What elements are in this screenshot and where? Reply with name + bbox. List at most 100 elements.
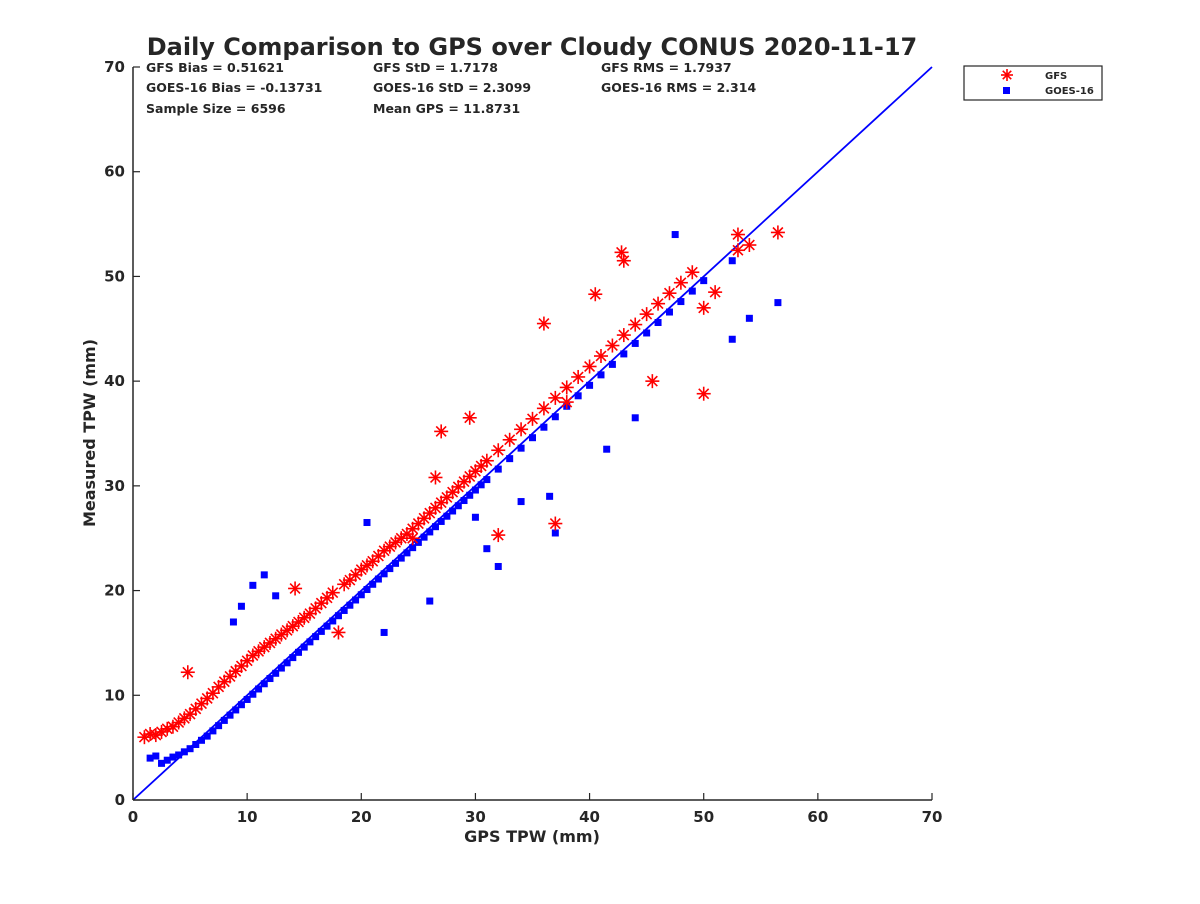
stat-gfs-rms: GFS RMS = 1.7937	[601, 60, 732, 75]
goes16-point	[192, 741, 200, 749]
y-tick-label: 20	[104, 582, 125, 600]
goes16-point	[409, 544, 417, 552]
gfs-point	[434, 424, 449, 439]
gfs-point	[502, 432, 517, 447]
gfs-point	[536, 401, 551, 416]
goes16-point	[266, 675, 274, 683]
x-tick-label: 20	[351, 808, 372, 826]
goes16-point	[443, 512, 451, 520]
gfs-point	[428, 470, 443, 485]
x-ticks: 0 10 20 30 40 50 60 70	[128, 793, 942, 826]
stat-mean-gps: Mean GPS = 11.8731	[373, 101, 520, 116]
x-tick-label: 0	[128, 808, 138, 826]
goes16-point	[237, 602, 245, 610]
goes16-point	[551, 413, 559, 421]
goes16-point	[397, 554, 405, 562]
goes16-point	[774, 299, 782, 307]
y-tick-label: 70	[104, 58, 125, 76]
goes16-point	[272, 669, 280, 677]
goes16-point	[631, 339, 639, 347]
goes16-point	[374, 575, 382, 583]
goes16-point	[237, 701, 245, 709]
gfs-point	[582, 359, 597, 374]
goes16-point	[608, 360, 616, 368]
goes16-point	[357, 591, 365, 599]
gfs-point	[514, 422, 529, 437]
goes16-point	[197, 736, 205, 744]
goes16-point	[728, 257, 736, 265]
gfs-point	[405, 531, 420, 546]
gfs-point	[593, 349, 608, 364]
stat-goes-bias: GOES-16 Bias = -0.13731	[146, 80, 322, 95]
goes16-point	[363, 519, 371, 527]
gfs-point	[479, 453, 494, 468]
legend: GFS GOES-16	[963, 65, 1103, 101]
goes16-point	[654, 319, 662, 327]
goes16-point	[392, 559, 400, 567]
goes16-point	[220, 716, 228, 724]
gfs-point	[548, 390, 563, 405]
goes16-point	[312, 633, 320, 641]
gfs-point	[359, 558, 374, 573]
goes16-point	[215, 722, 223, 730]
goes16-point	[334, 612, 342, 620]
gfs-point	[337, 577, 352, 592]
legend-gfs-label: GFS	[1045, 71, 1067, 82]
y-ticks: 0 10 20 30 40 50 60 70	[104, 58, 140, 809]
gfs-point	[614, 245, 629, 260]
x-tick-label: 10	[237, 808, 258, 826]
y-tick-label: 0	[115, 791, 125, 809]
y-axis-label: Measured TPW (mm)	[80, 339, 99, 527]
stat-goes-rms: GOES-16 RMS = 2.314	[601, 80, 756, 95]
y-tick-label: 40	[104, 372, 125, 390]
goes16-point	[249, 690, 257, 698]
goes16-point	[426, 597, 434, 605]
gfs-point	[559, 380, 574, 395]
goes16-point	[460, 497, 468, 505]
goes16-point	[403, 549, 411, 557]
goes16-point	[226, 711, 234, 719]
goes16-point	[477, 481, 485, 489]
legend-gfs-marker	[1001, 69, 1013, 81]
gfs-point	[645, 374, 660, 389]
goes16-point	[249, 581, 257, 589]
stat-gfs-bias: GFS Bias = 0.51621	[146, 60, 284, 75]
stat-gfs-std: GFS StD = 1.7178	[373, 60, 498, 75]
goes16-point	[426, 528, 434, 536]
x-tick-label: 50	[693, 808, 714, 826]
goes16-point	[551, 529, 559, 537]
goes16-point	[620, 350, 628, 358]
gfs-point	[730, 243, 745, 258]
goes16-point	[631, 414, 639, 422]
legend-gfs-asterisk	[1001, 69, 1013, 81]
gfs-point	[245, 648, 260, 663]
goes16-point	[494, 562, 502, 570]
gfs-point	[559, 395, 574, 410]
gfs-point	[628, 317, 643, 332]
gfs-point	[180, 665, 195, 680]
goes16-point	[306, 638, 314, 646]
gfs-point	[616, 253, 631, 268]
goes16-point	[352, 596, 360, 604]
y-tick-label: 10	[104, 686, 125, 704]
gfs-point	[491, 443, 506, 458]
gfs-point	[685, 265, 700, 280]
reference-line	[132, 66, 933, 801]
goes16-point	[745, 314, 753, 322]
gfs-point	[616, 328, 631, 343]
goes16-point	[471, 513, 479, 521]
goes16-point	[586, 381, 594, 389]
goes16-point	[431, 523, 439, 531]
goes16-point	[506, 455, 514, 463]
gfs-point	[160, 721, 175, 736]
chart-title: Daily Comparison to GPS over Cloudy CONU…	[147, 33, 918, 61]
gfs-point	[696, 386, 711, 401]
goes16-point	[671, 231, 679, 239]
gfs-point	[662, 286, 677, 301]
goes16-point	[158, 759, 166, 767]
goes16-point	[483, 476, 491, 484]
goes16-point	[677, 298, 685, 306]
goes16-point	[152, 752, 160, 760]
goes16-point	[243, 695, 251, 703]
goes16-point	[494, 465, 502, 473]
